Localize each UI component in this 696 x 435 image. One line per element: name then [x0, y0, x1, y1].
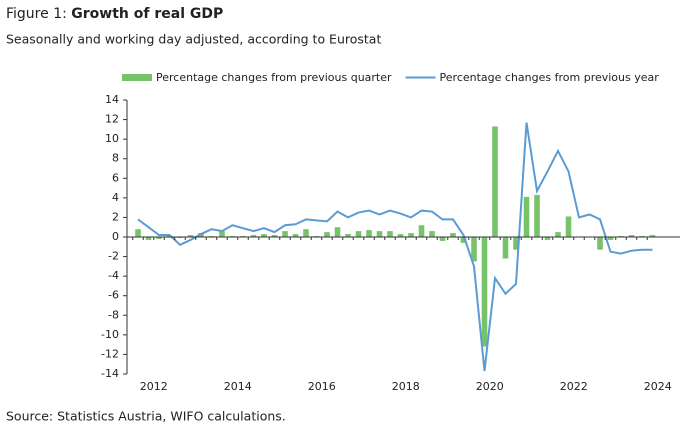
- bar: [135, 229, 141, 237]
- bar: [418, 225, 425, 237]
- x-tick-label: 2014: [224, 380, 252, 393]
- legend-label: Percentage changes from previous quarter: [156, 71, 392, 84]
- bar: [282, 231, 288, 237]
- bar: [271, 235, 278, 237]
- y-tick-label: -6: [108, 289, 119, 302]
- bar: [565, 216, 572, 237]
- y-tick-label: -10: [101, 328, 119, 341]
- y-tick-label: -2: [108, 250, 119, 263]
- bar: [324, 232, 330, 237]
- bar: [502, 237, 509, 259]
- y-tick-label: 8: [112, 152, 119, 165]
- y-tick-label: 14: [105, 93, 119, 106]
- y-tick-label: 4: [112, 191, 119, 204]
- x-tick-label: 2020: [476, 380, 504, 393]
- bar: [355, 231, 362, 237]
- bar: [460, 237, 467, 243]
- bar: [292, 234, 299, 237]
- y-tick-label: -4: [108, 269, 119, 282]
- y-tick-label: 0: [112, 230, 119, 243]
- x-tick-label: 2022: [560, 380, 588, 393]
- bar: [376, 231, 383, 237]
- bar: [649, 235, 656, 237]
- y-tick-label: 6: [112, 171, 119, 184]
- legend-swatch: [122, 74, 152, 81]
- x-tick-label: 2018: [392, 380, 420, 393]
- bar: [544, 237, 551, 240]
- bar: [513, 237, 519, 250]
- bar: [219, 231, 225, 237]
- chart-title: Figure 1: Growth of real GDP: [6, 6, 223, 22]
- bar: [450, 233, 456, 237]
- bar: [250, 235, 257, 237]
- bar: [481, 237, 488, 347]
- legend-label: Percentage changes from previous year: [440, 71, 660, 84]
- x-tick-label: 2016: [308, 380, 336, 393]
- y-tick-label: 10: [105, 132, 119, 145]
- bar: [303, 229, 309, 237]
- line: [137, 122, 653, 372]
- bar: [261, 234, 267, 237]
- bar: [534, 194, 540, 237]
- bar: [408, 233, 414, 237]
- y-tick-label: -14: [101, 367, 119, 380]
- subtitle: Seasonally and working day adjusted, acc…: [6, 32, 381, 47]
- bar: [523, 196, 530, 237]
- y-tick-label: 2: [112, 210, 119, 223]
- y-tick-label: -8: [108, 308, 119, 321]
- source: Source: Statistics Austria, WIFO calcula…: [6, 409, 286, 424]
- bar: [492, 126, 498, 237]
- y-tick-label: -12: [101, 347, 119, 360]
- bar: [555, 232, 561, 237]
- bar: [471, 237, 477, 262]
- bar: [628, 235, 635, 237]
- y-tick-label: 12: [105, 113, 119, 126]
- bar: [597, 237, 603, 250]
- x-tick-label: 2024: [644, 380, 672, 393]
- bar: [387, 231, 393, 237]
- bar: [156, 237, 162, 239]
- x-tick-label: 2012: [140, 380, 168, 393]
- bar: [366, 230, 372, 237]
- title-main: Growth of real GDP: [71, 6, 223, 22]
- bar: [439, 237, 446, 241]
- bar: [345, 234, 351, 237]
- bar: [429, 231, 435, 237]
- bar: [145, 237, 152, 240]
- bar: [607, 237, 614, 240]
- bar: [187, 235, 194, 237]
- bar: [397, 234, 404, 237]
- title-prefix: Figure 1:: [6, 6, 67, 22]
- bar: [334, 227, 341, 237]
